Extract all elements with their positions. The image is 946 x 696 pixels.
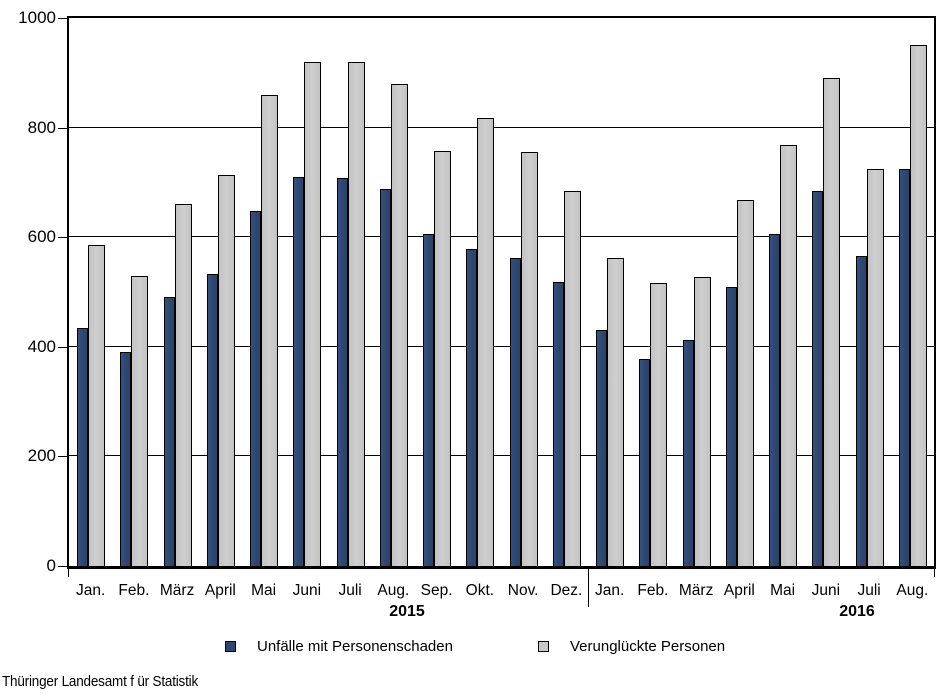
bar-unfaelle-8 bbox=[423, 234, 434, 566]
year-label-2016: 2016 bbox=[839, 603, 875, 620]
legend-label: Unfälle mit Personenschaden bbox=[257, 638, 453, 655]
x-axis-label-7: Aug. bbox=[377, 582, 410, 599]
y-axis-label-800: 800 bbox=[27, 118, 56, 137]
bar-unfaelle-0 bbox=[77, 328, 88, 566]
bar-unfaelle-11 bbox=[553, 282, 564, 566]
y-axis-label-600: 600 bbox=[27, 227, 56, 246]
bar-verunglueckte-3 bbox=[218, 175, 235, 566]
legend-item-unfaelle: Unfälle mit Personenschaden bbox=[225, 637, 453, 656]
y-axis-tick bbox=[58, 128, 67, 129]
y-axis-tick bbox=[58, 237, 67, 238]
x-axis-label-1: Feb. bbox=[118, 582, 150, 599]
year-separator-line bbox=[588, 566, 589, 607]
bar-verunglueckte-1 bbox=[131, 276, 148, 566]
bar-unfaelle-17 bbox=[812, 191, 823, 566]
x-axis-label-0: Jan. bbox=[75, 582, 106, 599]
y-axis-tick bbox=[58, 456, 67, 457]
source-text: Thüringer Landesamt f ür Statistik bbox=[2, 674, 199, 690]
x-axis-label-16: Mai bbox=[770, 582, 796, 599]
bar-verunglueckte-2 bbox=[175, 204, 192, 566]
bar-verunglueckte-5 bbox=[304, 62, 321, 566]
x-axis-label-3: April bbox=[204, 582, 236, 599]
x-axis-label-4: Mai bbox=[251, 582, 277, 599]
y-axis-label-0: 0 bbox=[46, 556, 56, 575]
bar-unfaelle-18 bbox=[856, 256, 867, 566]
gridline-600 bbox=[69, 236, 934, 238]
bar-verunglueckte-19 bbox=[910, 45, 927, 566]
x-axis-label-14: März bbox=[678, 582, 714, 599]
bar-verunglueckte-13 bbox=[650, 283, 667, 566]
bar-unfaelle-3 bbox=[207, 274, 218, 566]
y-axis-tick bbox=[58, 18, 67, 19]
x-axis-edge-tick-left bbox=[68, 569, 69, 577]
y-axis-label-1000: 1000 bbox=[18, 8, 56, 27]
bar-unfaelle-16 bbox=[769, 234, 780, 566]
y-axis-label-400: 400 bbox=[27, 337, 56, 356]
gridline-200 bbox=[69, 455, 934, 457]
legend-label: Verunglückte Personen bbox=[570, 638, 726, 655]
bar-verunglueckte-14 bbox=[694, 277, 711, 566]
gridline-400 bbox=[69, 345, 934, 347]
x-axis-label-6: Juli bbox=[338, 582, 362, 599]
bar-unfaelle-14 bbox=[683, 340, 694, 566]
x-axis-label-9: Okt. bbox=[465, 582, 495, 599]
bar-verunglueckte-16 bbox=[780, 145, 797, 566]
bar-verunglueckte-6 bbox=[348, 62, 365, 566]
plot-area bbox=[67, 16, 936, 569]
bar-unfaelle-19 bbox=[899, 169, 910, 566]
x-axis-label-2: März bbox=[159, 582, 195, 599]
bar-verunglueckte-0 bbox=[88, 245, 105, 566]
bar-unfaelle-10 bbox=[510, 258, 521, 566]
bar-unfaelle-9 bbox=[466, 249, 477, 566]
y-axis-tick bbox=[58, 566, 67, 567]
y-axis-label-200: 200 bbox=[27, 446, 56, 465]
bar-verunglueckte-17 bbox=[823, 78, 840, 566]
x-axis-label-8: Sep. bbox=[420, 582, 453, 599]
x-axis-label-12: Jan. bbox=[594, 582, 625, 599]
y-axis-tick bbox=[58, 347, 67, 348]
x-axis-label-5: Juni bbox=[292, 582, 322, 599]
bar-unfaelle-5 bbox=[293, 177, 304, 566]
x-axis-label-18: Juli bbox=[857, 582, 881, 599]
x-axis-label-13: Feb. bbox=[637, 582, 669, 599]
gridline-800 bbox=[69, 126, 934, 128]
legend-item-verunglueckte: Verunglückte Personen bbox=[538, 637, 725, 656]
legend-swatch-gray-icon bbox=[538, 641, 549, 652]
x-axis-label-11: Dez. bbox=[550, 582, 583, 599]
bar-unfaelle-6 bbox=[337, 178, 348, 566]
bar-verunglueckte-8 bbox=[434, 151, 451, 566]
bar-verunglueckte-15 bbox=[737, 200, 754, 566]
bar-unfaelle-4 bbox=[250, 211, 261, 566]
bar-unfaelle-1 bbox=[120, 352, 131, 566]
bar-unfaelle-12 bbox=[596, 330, 607, 566]
x-axis-label-15: April bbox=[723, 582, 755, 599]
bar-unfaelle-7 bbox=[380, 189, 391, 566]
legend-swatch-dark-icon bbox=[225, 641, 236, 652]
bar-verunglueckte-10 bbox=[521, 152, 538, 566]
bar-unfaelle-13 bbox=[639, 359, 650, 566]
bar-verunglueckte-18 bbox=[867, 169, 884, 566]
x-axis-label-17: Juni bbox=[811, 582, 841, 599]
bar-unfaelle-2 bbox=[164, 297, 175, 566]
x-axis-edge-tick-right bbox=[934, 569, 935, 577]
bar-verunglueckte-12 bbox=[607, 258, 624, 566]
bar-verunglueckte-9 bbox=[477, 118, 494, 566]
x-axis-label-10: Nov. bbox=[507, 582, 539, 599]
bar-verunglueckte-7 bbox=[391, 84, 408, 566]
bar-unfaelle-15 bbox=[726, 287, 737, 566]
x-axis-label-19: Aug. bbox=[896, 582, 929, 599]
bar-verunglueckte-4 bbox=[261, 95, 278, 566]
year-label-2015: 2015 bbox=[389, 603, 425, 620]
bar-verunglueckte-11 bbox=[564, 191, 581, 566]
